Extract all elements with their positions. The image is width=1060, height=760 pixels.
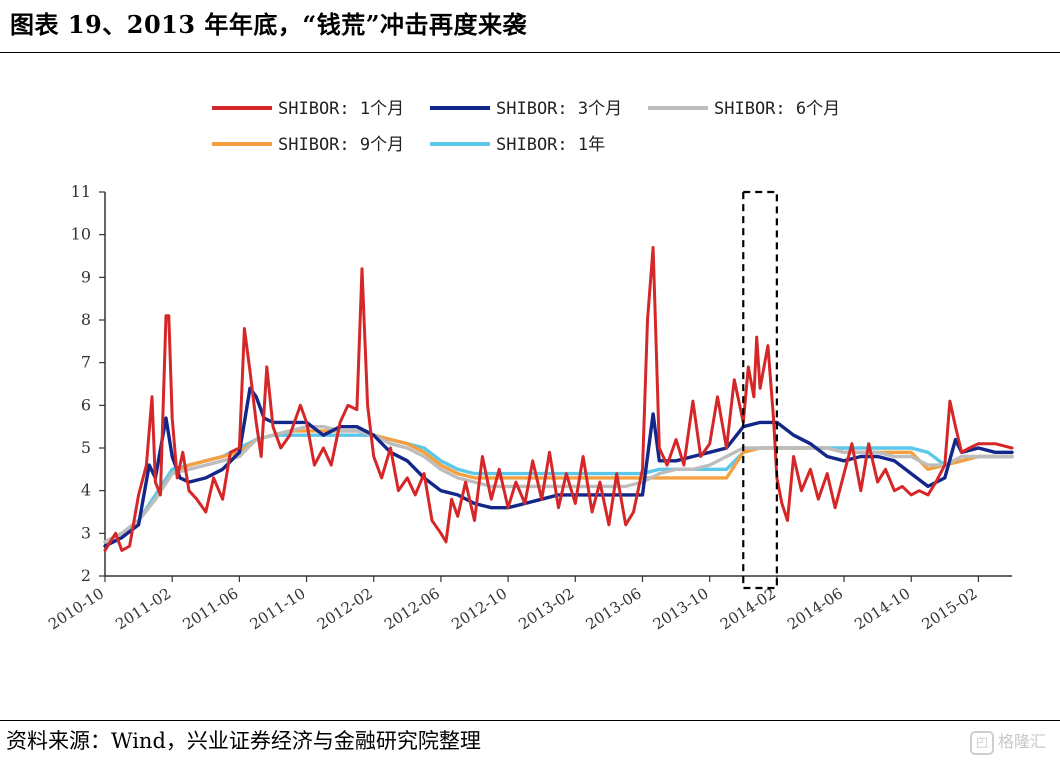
x-tick-label: 2010-10 bbox=[45, 584, 107, 633]
top-rule bbox=[0, 52, 1060, 53]
watermark-text: 格隆汇 bbox=[997, 732, 1046, 751]
bottom-rule bbox=[0, 720, 1060, 721]
x-tick-label: 2014-02 bbox=[717, 584, 779, 633]
x-tick-label: 2012-10 bbox=[448, 584, 510, 633]
series-line-2 bbox=[103, 386, 1014, 548]
highlight-layer bbox=[742, 190, 778, 590]
y-tick-label: 8 bbox=[81, 310, 91, 329]
chart-title: 图表 19、2013 年年底，“钱荒”冲击再度来袭 bbox=[10, 10, 528, 39]
legend-label-2: SHIBOR: 3个月 bbox=[496, 99, 622, 119]
legend-label-1: SHIBOR: 1个月 bbox=[278, 99, 404, 119]
highlight-box bbox=[742, 190, 778, 590]
x-tick-label: 2013-06 bbox=[583, 584, 645, 633]
series-layer bbox=[103, 246, 1014, 552]
y-tick-label: 3 bbox=[81, 523, 91, 542]
y-tick-label: 10 bbox=[71, 225, 91, 244]
x-tick-label: 2012-02 bbox=[314, 584, 376, 633]
x-tick-label: 2012-06 bbox=[381, 584, 443, 633]
y-tick-label: 11 bbox=[71, 182, 91, 201]
y-tick-label: 5 bbox=[81, 438, 91, 457]
y-tick-label: 7 bbox=[81, 353, 91, 372]
x-axis: 2010-10 2011-02 2011-06 2011-10 2012-02 2012-… bbox=[45, 575, 1012, 633]
x-tick-label: 2013-10 bbox=[650, 584, 712, 633]
legend-label-5: SHIBOR: 1年 bbox=[496, 135, 605, 155]
watermark-logo-icon: ◰ bbox=[969, 730, 994, 755]
series-line-1 bbox=[103, 246, 1014, 552]
y-tick-label: 9 bbox=[81, 267, 91, 286]
series-line-3 bbox=[103, 425, 1014, 544]
watermark: ◰ 格隆汇 bbox=[969, 728, 1046, 756]
source-note: 资料来源：Wind，兴业证券经济与金融研究院整理 bbox=[6, 729, 481, 753]
y-tick-label: 4 bbox=[81, 481, 91, 500]
x-tick-label: 2011-02 bbox=[112, 584, 174, 633]
x-tick-label: 2013-02 bbox=[515, 584, 577, 633]
x-tick-label: 2014-10 bbox=[851, 584, 913, 633]
line-chart: SHIBOR: 1个月 SHIBOR: 3个月 SHIBOR: 6个月 SHIBOR:… bbox=[45, 99, 1014, 633]
x-tick-label: 2014-06 bbox=[784, 584, 846, 633]
legend: SHIBOR: 1个月 SHIBOR: 3个月 SHIBOR: 6个月 SHIBOR:… bbox=[212, 99, 840, 155]
y-axis: 2 3 4 5 6 7 8 9 10 11 bbox=[71, 182, 106, 585]
legend-label-3: SHIBOR: 6个月 bbox=[714, 99, 840, 119]
legend-label-4: SHIBOR: 9个月 bbox=[278, 135, 404, 155]
y-tick-label: 6 bbox=[81, 395, 91, 414]
x-tick-label: 2015-02 bbox=[918, 584, 980, 633]
y-tick-label: 2 bbox=[81, 566, 91, 585]
x-tick-label: 2011-06 bbox=[179, 584, 241, 633]
x-tick-label: 2011-10 bbox=[247, 584, 309, 633]
